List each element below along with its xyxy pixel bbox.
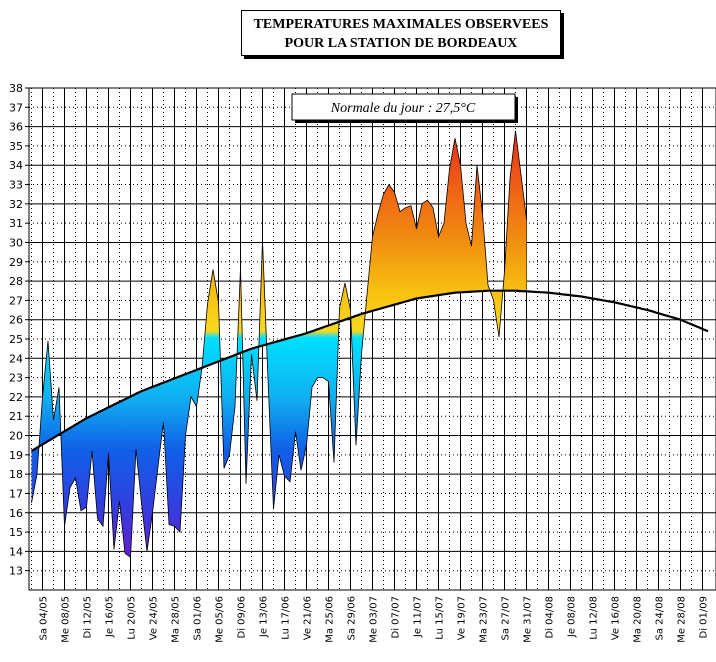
- y-axis-ticks: 13 14 15 16 17 18 19 20 21 22 23 24 25 26 27 28 29 30 31 32…: [9, 82, 29, 578]
- x-tick-label: Ma 28/05: [171, 596, 182, 643]
- y-tick-label: 30: [9, 236, 23, 249]
- y-tick-label: 20: [9, 430, 23, 443]
- x-tick-label: Ve 21/06: [303, 596, 314, 640]
- y-tick-label: 16: [9, 507, 23, 520]
- y-tick-label: 32: [9, 198, 23, 211]
- y-tick-label: 35: [9, 140, 23, 153]
- y-tick-label: 23: [9, 372, 23, 385]
- y-tick-label: 29: [9, 256, 23, 269]
- y-tick-label: 18: [9, 468, 23, 481]
- x-tick-label: Sa 04/05: [39, 596, 50, 640]
- x-tick-label: Je 13/06: [259, 596, 270, 638]
- y-tick-label: 24: [9, 352, 23, 365]
- x-tick-label: Je 11/07: [413, 596, 424, 638]
- deviation-area: [31, 130, 527, 558]
- x-tick-label: Me 28/08: [677, 596, 688, 643]
- y-tick-label: 36: [9, 121, 23, 134]
- x-tick-label: Di 04/08: [545, 596, 556, 638]
- x-tick-label: Sa 24/08: [655, 596, 666, 640]
- x-tick-label: Sa 27/07: [501, 596, 512, 640]
- x-tick-label: Ve 24/05: [149, 596, 160, 640]
- x-tick-label: Di 07/07: [391, 596, 402, 638]
- x-tick-label: Ma 20/08: [633, 596, 644, 643]
- x-tick-label: Di 09/06: [237, 596, 248, 638]
- y-tick-label: 22: [9, 391, 23, 404]
- annotation-text: Normale du jour : 27,5°C: [330, 101, 476, 116]
- y-tick-label: 17: [9, 487, 23, 500]
- x-tick-label: Lu 17/06: [281, 596, 292, 640]
- y-tick-label: 38: [9, 82, 23, 95]
- x-tick-label: Sa 01/06: [193, 596, 204, 640]
- y-tick-label: 33: [9, 179, 23, 192]
- annotation-box: [291, 93, 516, 121]
- series-lines: [30, 130, 709, 558]
- y-tick-label: 31: [9, 217, 23, 230]
- x-tick-label: Je 08/08: [567, 596, 578, 638]
- x-tick-label: Me 08/05: [61, 596, 72, 643]
- y-tick-label: 21: [9, 410, 23, 423]
- y-tick-label: 34: [9, 159, 23, 172]
- y-tick-label: 37: [9, 101, 23, 114]
- x-tick-label: Me 31/07: [523, 596, 534, 643]
- observed-line: [31, 130, 527, 558]
- y-tick-label: 15: [9, 526, 23, 539]
- normal-line: [30, 289, 709, 452]
- y-tick-label: 19: [9, 449, 23, 462]
- x-tick-label: Me 03/07: [369, 596, 380, 643]
- x-tick-label: Je 16/05: [105, 596, 116, 638]
- x-tick-label: Ve 19/07: [457, 596, 468, 640]
- normal-annotation: Normale du jour : 27,5°C: [291, 93, 518, 123]
- x-tick-label: Ve 16/08: [611, 596, 622, 640]
- x-tick-label: Di 12/05: [83, 596, 94, 638]
- title-line-2: POUR LA STATION DE BORDEAUX: [284, 36, 518, 51]
- title-line-1: TEMPERATURES MAXIMALES OBSERVEES: [253, 17, 549, 32]
- x-tick-label: Lu 15/07: [435, 596, 446, 640]
- x-tick-label: Di 01/09: [699, 596, 710, 638]
- x-tick-label: Me 05/06: [215, 596, 226, 643]
- y-tick-label: 27: [9, 294, 23, 307]
- y-tick-label: 26: [9, 314, 23, 327]
- x-tick-label: Lu 20/05: [127, 596, 138, 640]
- y-tick-label: 28: [9, 275, 23, 288]
- deviation-areas: [31, 130, 527, 558]
- major-grid: [29, 87, 716, 590]
- x-tick-label: Ma 23/07: [479, 596, 490, 643]
- chart-title: TEMPERATURES MAXIMALES OBSERVEES POUR LA…: [241, 10, 561, 56]
- x-tick-label: Sa 29/06: [347, 596, 358, 640]
- y-tick-label: 14: [9, 545, 23, 558]
- y-tick-label: 13: [9, 565, 23, 578]
- x-tick-label: Lu 12/08: [589, 596, 600, 640]
- x-tick-label: Ma 25/06: [325, 596, 336, 643]
- y-tick-label: 25: [9, 333, 23, 346]
- x-axis-ticks: Sa 04/05 Me 08/05 Di 12/05 Je 16/05 Lu 20/05…: [39, 596, 710, 643]
